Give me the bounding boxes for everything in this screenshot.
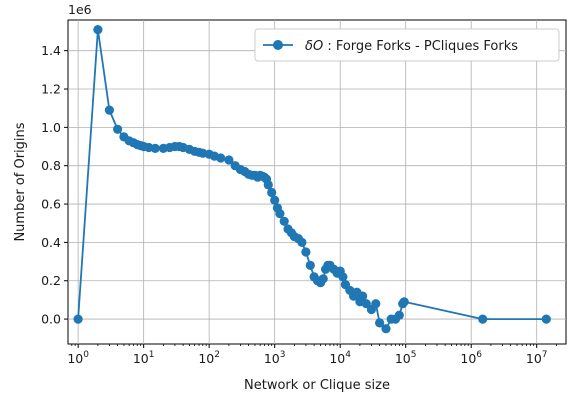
- x-tick-label: 102: [198, 350, 220, 366]
- data-point: [224, 155, 234, 165]
- legend-label: δO : Forge Forks - PCliques Forks: [305, 39, 518, 54]
- data-point: [263, 180, 273, 190]
- series-layer: [73, 25, 551, 334]
- y-tick-label: 1.4: [41, 43, 61, 58]
- y-tick-label: 1.0: [41, 120, 61, 135]
- x-tick-label: 106: [460, 350, 482, 366]
- data-point: [375, 318, 385, 328]
- y-axis-label: Number of Origins: [13, 122, 28, 241]
- y-tick-label: 1.2: [41, 82, 61, 97]
- data-point: [104, 105, 114, 115]
- y-tick-label: 0.0: [41, 312, 61, 327]
- data-point: [297, 237, 307, 247]
- x-axis-label: Network or Clique size: [244, 378, 390, 393]
- legend: δO : Forge Forks - PCliques Forks: [254, 28, 560, 62]
- y-tick-label: 0.4: [41, 235, 61, 250]
- y-offset-label: 1e6: [68, 2, 92, 17]
- grid: [68, 20, 566, 344]
- y-tick-label: 0.6: [41, 197, 61, 212]
- data-point: [318, 274, 328, 284]
- x-tick-label: 103: [264, 350, 286, 366]
- y-tick-label: 0.2: [41, 273, 61, 288]
- data-point: [73, 314, 83, 324]
- y-tick-label: 0.8: [41, 158, 61, 173]
- data-point: [399, 297, 409, 307]
- data-point: [381, 324, 391, 334]
- data-point: [267, 187, 277, 198]
- x-tick-label: 105: [395, 350, 417, 366]
- data-point: [216, 153, 226, 163]
- data-point: [93, 25, 103, 35]
- legend-box: [254, 28, 560, 62]
- data-point: [371, 299, 381, 309]
- data-point: [338, 272, 348, 282]
- y-axis-ticks: 0.0 0.2 0.4 0.6 0.8 1.0 1.2 1.4: [41, 43, 68, 327]
- data-point: [478, 314, 488, 324]
- legend-marker: [273, 40, 283, 50]
- plot-area: [67, 19, 567, 345]
- x-tick-label: 107: [526, 350, 548, 366]
- data-point: [301, 247, 311, 257]
- data-point: [113, 124, 123, 134]
- data-point: [270, 195, 280, 205]
- data-point: [279, 216, 289, 226]
- data-point: [305, 260, 315, 270]
- data-point: [275, 209, 285, 219]
- x-axis-ticks: 100 101 102 103 104 105 106 107: [67, 344, 557, 366]
- x-tick-label: 101: [133, 350, 155, 366]
- data-point: [358, 291, 368, 301]
- data-point: [394, 310, 404, 320]
- x-tick-label: 104: [329, 350, 351, 366]
- data-point: [150, 143, 160, 153]
- x-tick-label: 100: [67, 350, 89, 366]
- data-point: [541, 314, 551, 324]
